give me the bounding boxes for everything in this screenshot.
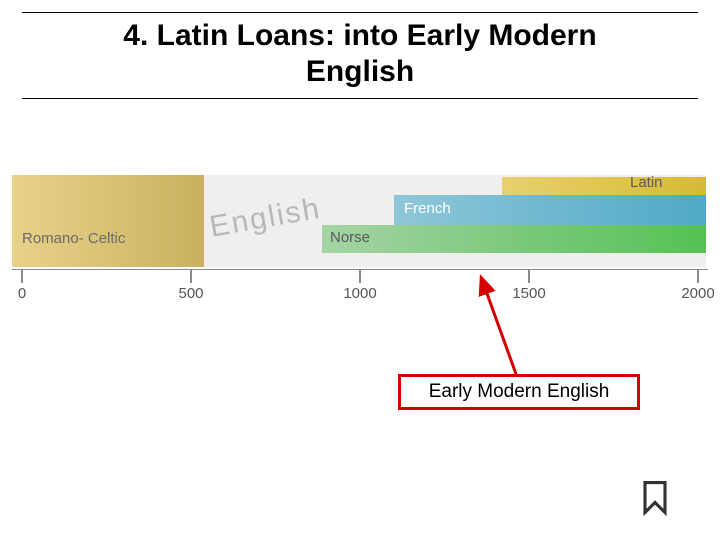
slide: 4. Latin Loans: into Early ModernEnglish…	[0, 0, 720, 540]
callout-label: Early Modern English	[398, 374, 640, 410]
bookmark-icon	[640, 480, 670, 518]
callout-arrow	[0, 0, 720, 540]
callout-text: Early Modern English	[429, 381, 610, 402]
